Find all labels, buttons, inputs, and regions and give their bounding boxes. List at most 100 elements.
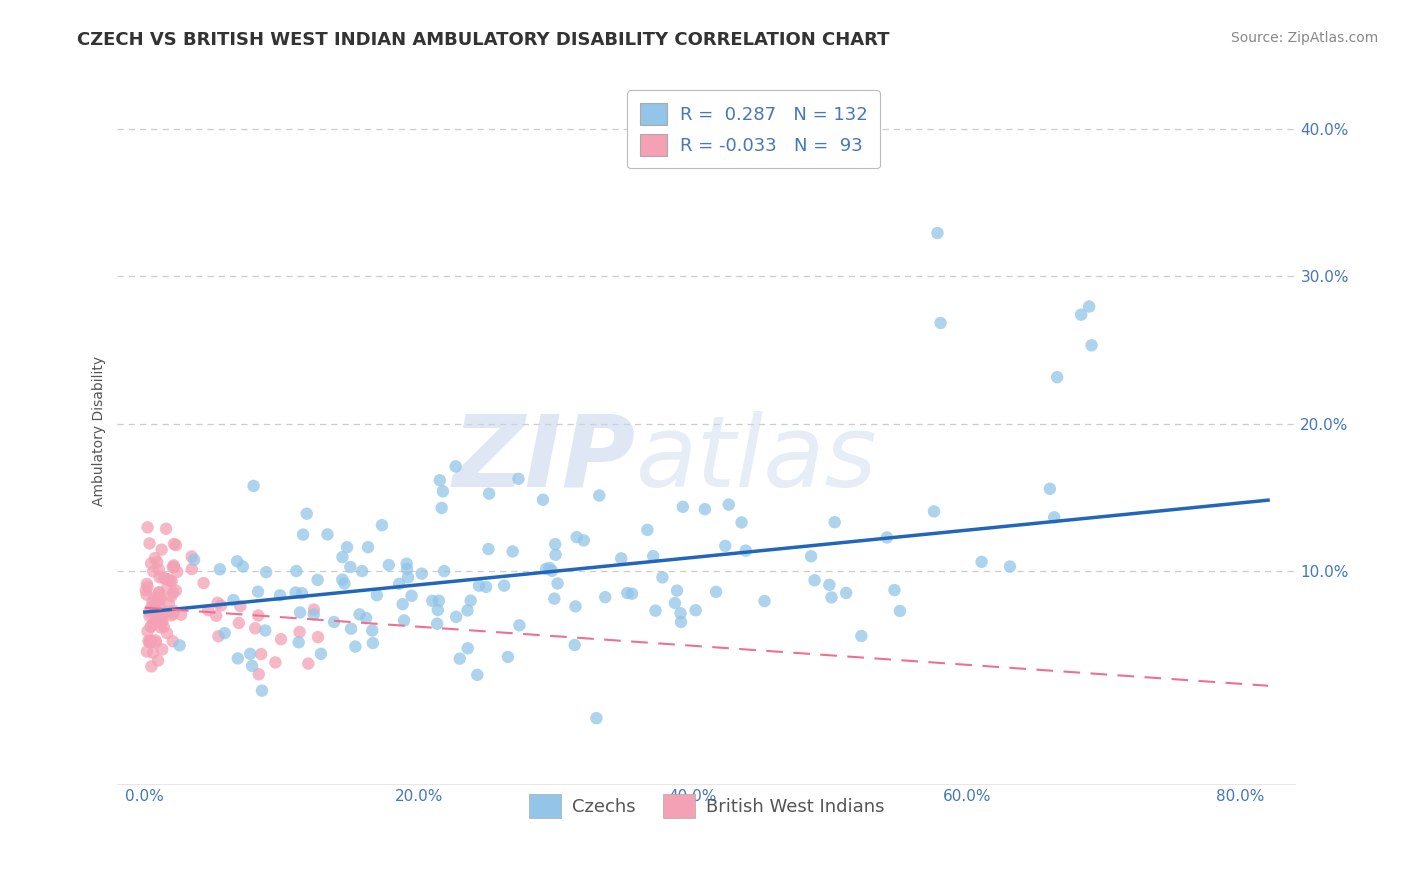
Point [651, 570, 673, 584]
Point [193, 576, 215, 591]
Point [672, 500, 695, 514]
Point [922, 504, 945, 518]
Point [207, 596, 229, 610]
Point [149, 593, 172, 607]
Point [392, 614, 415, 628]
Point [145, 633, 167, 648]
Point [803, 574, 825, 588]
Point [565, 530, 588, 544]
Point [269, 588, 291, 602]
Point [564, 638, 586, 652]
Point [226, 651, 249, 665]
Point [339, 560, 361, 574]
Point [146, 591, 169, 605]
Point [307, 630, 329, 644]
Point [148, 599, 170, 613]
Point [197, 603, 219, 617]
Point [226, 554, 249, 568]
Point [160, 589, 183, 603]
Point [155, 522, 177, 536]
Point [508, 618, 530, 632]
Point [998, 559, 1021, 574]
Point [538, 561, 561, 575]
Point [150, 610, 173, 624]
Point [152, 620, 174, 634]
Point [588, 489, 610, 503]
Point [475, 580, 498, 594]
Point [136, 580, 159, 594]
Point [664, 596, 686, 610]
Point [163, 604, 186, 618]
Point [146, 654, 169, 668]
Point [644, 604, 666, 618]
Point [429, 473, 451, 487]
Point [148, 562, 170, 576]
Point [141, 599, 163, 614]
Point [162, 560, 184, 574]
Point [138, 536, 160, 550]
Point [139, 619, 162, 633]
Point [156, 581, 179, 595]
Point [287, 635, 309, 649]
Point [426, 603, 449, 617]
Text: ZIP: ZIP [453, 410, 636, 508]
Point [496, 649, 519, 664]
Point [970, 555, 993, 569]
Point [247, 608, 270, 623]
Point [340, 622, 363, 636]
Point [616, 586, 638, 600]
Point [352, 564, 374, 578]
Point [420, 594, 443, 608]
Point [349, 607, 371, 622]
Point [307, 573, 329, 587]
Point [208, 562, 231, 576]
Point [146, 555, 169, 569]
Point [666, 583, 689, 598]
Point [138, 609, 160, 624]
Text: Source: ZipAtlas.com: Source: ZipAtlas.com [1230, 31, 1378, 45]
Point [714, 539, 737, 553]
Point [835, 586, 858, 600]
Point [254, 624, 277, 638]
Point [159, 574, 181, 588]
Point [465, 668, 488, 682]
Point [344, 640, 367, 654]
Point [141, 659, 163, 673]
Point [141, 594, 163, 608]
Point [152, 571, 174, 585]
Point [621, 587, 644, 601]
Point [152, 605, 174, 619]
Point [170, 607, 193, 622]
Point [669, 607, 692, 621]
Point [477, 542, 499, 557]
Point [149, 591, 172, 605]
Point [205, 608, 228, 623]
Point [247, 667, 270, 681]
Point [883, 583, 905, 598]
Point [534, 562, 557, 576]
Point [564, 599, 586, 614]
Point [547, 576, 569, 591]
Point [444, 610, 467, 624]
Point [270, 632, 292, 647]
Point [543, 591, 565, 606]
Point [444, 459, 467, 474]
Point [820, 591, 842, 605]
Point [460, 593, 482, 607]
Point [636, 523, 658, 537]
Point [468, 579, 491, 593]
Point [232, 559, 254, 574]
Point [162, 585, 184, 599]
Point [222, 593, 245, 607]
Point [427, 593, 450, 607]
Point [478, 486, 501, 500]
Point [730, 516, 752, 530]
Point [572, 533, 595, 548]
Point [494, 578, 516, 592]
Point [288, 624, 311, 639]
Point [143, 551, 166, 566]
Point [824, 515, 846, 529]
Point [336, 540, 359, 554]
Point [139, 557, 162, 571]
Point [323, 615, 346, 629]
